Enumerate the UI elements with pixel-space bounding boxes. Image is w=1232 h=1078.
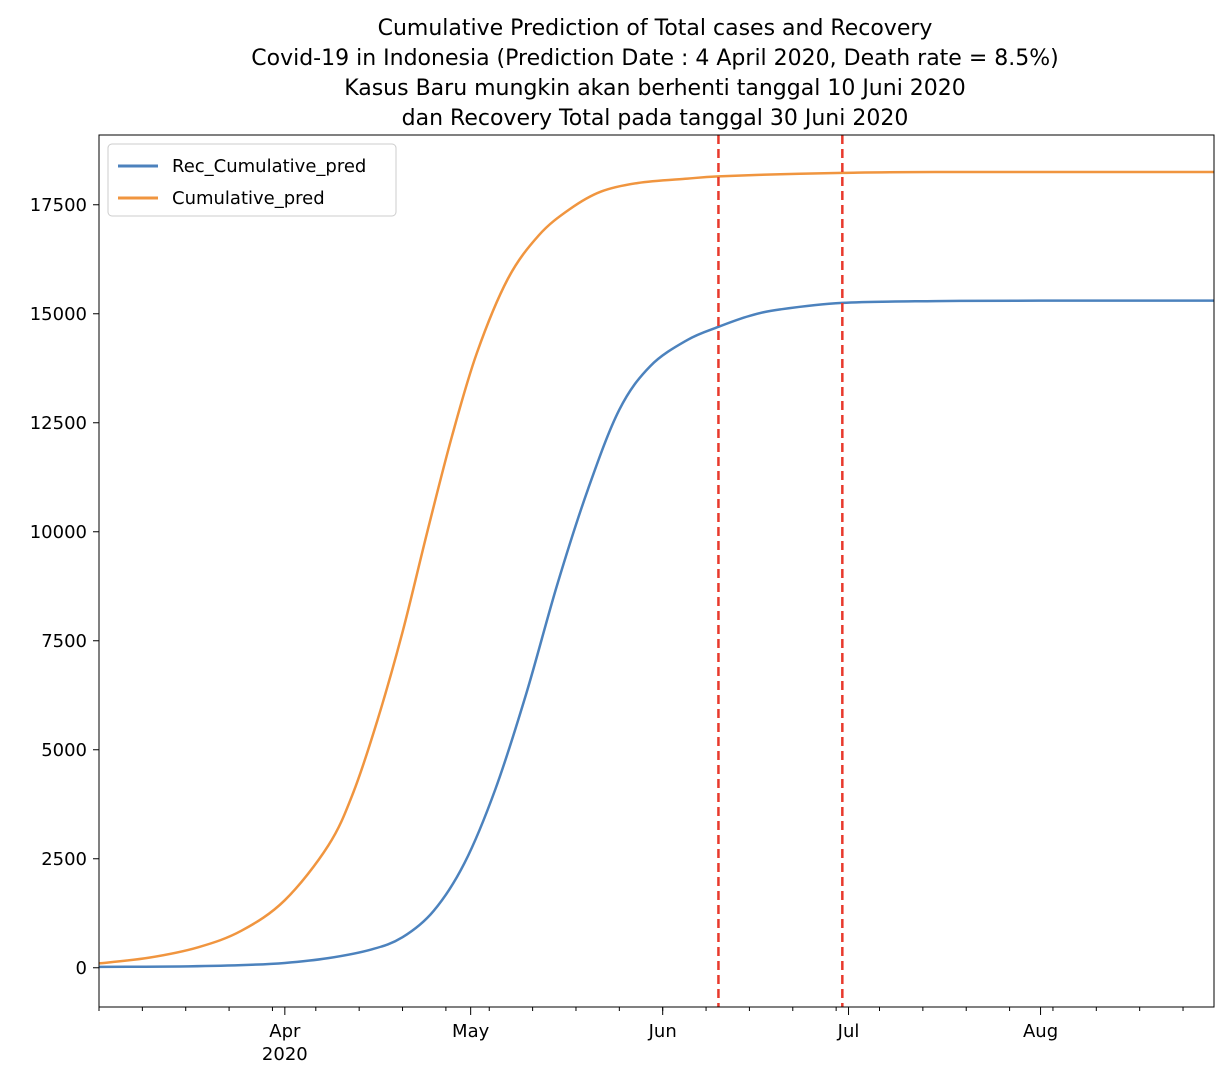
chart-title: Cumulative Prediction of Total cases and… <box>251 16 1058 131</box>
y-tick-label: 15000 <box>30 304 87 325</box>
y-axis: 0 2500 5000 7500 10000 12500 15000 17500 <box>30 195 99 979</box>
axes-frame <box>98 134 1215 1008</box>
x-tick-label: Apr <box>269 1021 301 1042</box>
y-tick-label: 12500 <box>30 413 87 434</box>
x-tick-year-label: 2020 <box>262 1044 308 1065</box>
legend-label-cumulative-pred: Cumulative_pred <box>172 188 325 209</box>
plot-area <box>98 135 1215 1007</box>
x-tick-label: Jun <box>648 1021 677 1042</box>
x-tick-label: May <box>452 1021 490 1042</box>
x-tick-label: Aug <box>1023 1021 1058 1042</box>
y-tick-label: 2500 <box>41 849 87 870</box>
chart-title-line-4: dan Recovery Total pada tanggal 30 Juni … <box>402 106 909 131</box>
legend-label-rec-cumulative-pred: Rec_Cumulative_pred <box>172 156 366 177</box>
chart-title-line-1: Cumulative Prediction of Total cases and… <box>378 16 933 41</box>
series-line-rec-cumulative-pred <box>98 299 1215 969</box>
x-tick-label: Jul <box>837 1021 860 1042</box>
chart-title-line-2: Covid-19 in Indonesia (Prediction Date :… <box>251 46 1058 71</box>
legend-box <box>107 143 397 217</box>
y-tick-label: 10000 <box>30 522 87 543</box>
chart-title-line-3: Kasus Baru mungkin akan berhenti tanggal… <box>344 76 966 101</box>
legend: Rec_Cumulative_pred Cumulative_pred <box>107 143 397 217</box>
plot-background <box>99 135 1214 1007</box>
y-tick-label: 17500 <box>30 195 87 216</box>
y-tick-label: 0 <box>76 958 87 979</box>
series-line-cumulative-pred <box>98 170 1215 965</box>
y-tick-label: 7500 <box>41 631 87 652</box>
y-tick-label: 5000 <box>41 740 87 761</box>
